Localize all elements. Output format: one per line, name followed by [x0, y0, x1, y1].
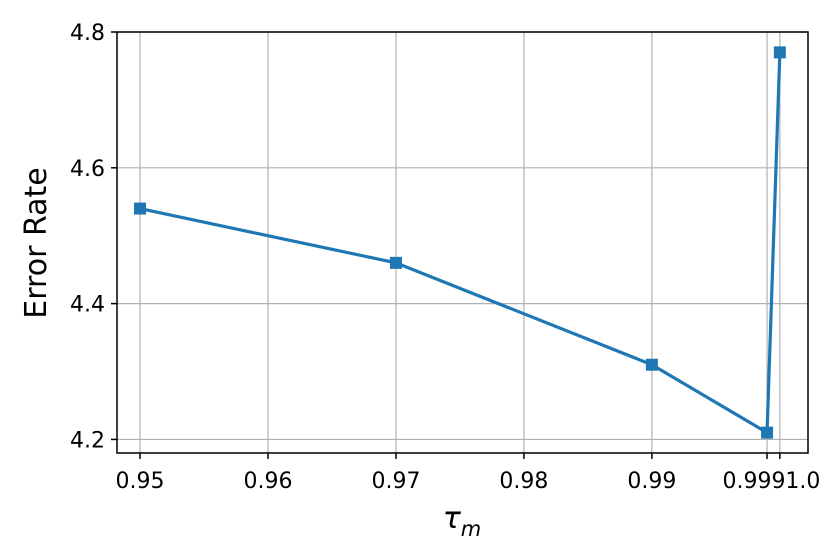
data-point-marker	[134, 202, 147, 215]
series-layer	[134, 46, 786, 439]
x-tick-label-tail: 0.9991.0	[722, 469, 820, 494]
x-tick-label: 0.98	[499, 469, 548, 494]
x-axis-title: τm	[443, 501, 482, 541]
data-point-marker	[389, 256, 402, 269]
tick-layer: 0.95 0.96 0.97 0.98 0.99 0.9991.0 4.2 4.4 4.6 4.8	[70, 21, 820, 494]
grid	[117, 31, 808, 453]
y-tick-label: 4.4	[70, 293, 105, 318]
series-line	[139, 52, 782, 435]
y-tick-label: 4.2	[70, 428, 105, 453]
data-point-marker	[761, 426, 774, 439]
y-tick-label: 4.6	[70, 157, 105, 182]
data-point-marker	[773, 46, 786, 59]
x-tick-label: 0.95	[116, 469, 165, 494]
x-tick-label: 0.96	[244, 469, 293, 494]
y-axis-title: Error Rate	[19, 167, 54, 318]
y-tick-label: 4.8	[70, 21, 105, 46]
x-tick-label: 0.97	[371, 469, 420, 494]
x-axis-title-main: τ	[443, 501, 462, 536]
plot-frame	[116, 31, 809, 454]
data-point-marker	[645, 358, 658, 371]
x-tick-label: 0.99	[627, 469, 676, 494]
x-axis-title-subscript: m	[461, 517, 481, 541]
